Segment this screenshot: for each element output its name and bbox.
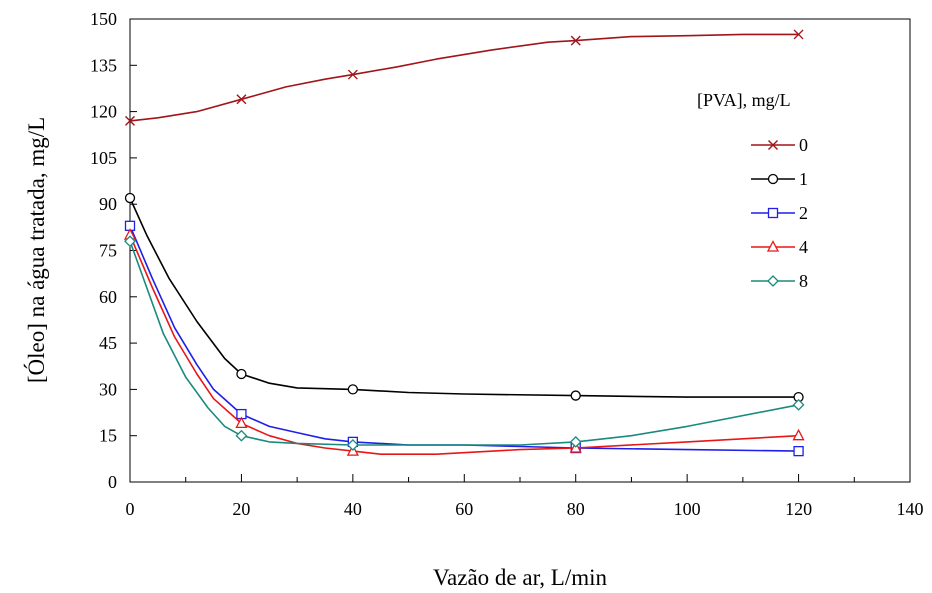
y-tick-label: 60 xyxy=(99,287,117,307)
data-point xyxy=(794,430,804,440)
legend-label: 0 xyxy=(799,135,808,155)
data-point xyxy=(126,194,135,203)
legend-item-1: 1 xyxy=(751,169,808,189)
legend-item-2: 2 xyxy=(751,203,808,223)
legend-marker xyxy=(769,209,778,218)
x-axis: 0 20 40 60 80 100 120 140 xyxy=(126,474,924,519)
x-tick-label: 100 xyxy=(674,499,701,519)
y-tick-label: 0 xyxy=(108,472,117,492)
series-0 xyxy=(126,30,804,125)
legend-label: 1 xyxy=(799,169,808,189)
legend-marker xyxy=(768,276,778,286)
legend-title: [PVA], mg/L xyxy=(697,90,791,110)
legend-label: 2 xyxy=(799,203,808,223)
y-tick-label: 45 xyxy=(99,333,117,353)
y-tick-label: 150 xyxy=(90,9,117,29)
series-line xyxy=(130,198,799,397)
x-tick-label: 120 xyxy=(785,499,812,519)
legend: [PVA], mg/L 0 1 2 4 8 xyxy=(697,90,808,291)
series-8 xyxy=(125,236,804,450)
plot-area xyxy=(130,19,910,482)
plot-border xyxy=(130,19,910,482)
data-point xyxy=(794,447,803,456)
legend-label: 8 xyxy=(799,271,808,291)
x-tick-label: 20 xyxy=(232,499,250,519)
y-tick-label: 15 xyxy=(99,426,117,446)
series-4 xyxy=(125,230,804,456)
legend-item-0: 0 xyxy=(751,135,808,155)
data-point xyxy=(348,385,357,394)
y-axis-title: [Óleo] na água tratada, mg/L xyxy=(23,117,49,383)
y-tick-label: 75 xyxy=(99,241,117,261)
series-line xyxy=(130,226,799,451)
legend-marker xyxy=(769,175,778,184)
data-point xyxy=(237,369,246,378)
y-tick-label: 90 xyxy=(99,194,117,214)
data-point xyxy=(571,391,580,400)
x-tick-label: 60 xyxy=(455,499,473,519)
legend-item-4: 4 xyxy=(751,237,808,257)
legend-label: 4 xyxy=(799,237,808,257)
x-tick-label: 40 xyxy=(344,499,362,519)
series-1 xyxy=(126,194,804,402)
data-point xyxy=(236,431,246,441)
series-2 xyxy=(126,221,804,455)
y-tick-label: 120 xyxy=(90,102,117,122)
x-tick-label: 140 xyxy=(897,499,924,519)
series-line xyxy=(130,235,799,454)
y-tick-label: 30 xyxy=(99,379,117,399)
data-point xyxy=(237,95,246,104)
x-tick-label: 0 xyxy=(126,499,135,519)
x-axis-title: Vazão de ar, L/min xyxy=(433,565,608,590)
y-tick-label: 105 xyxy=(90,148,117,168)
legend-item-8: 8 xyxy=(751,271,808,291)
data-point xyxy=(794,400,804,410)
x-tick-label: 80 xyxy=(567,499,585,519)
y-tick-label: 135 xyxy=(90,55,117,75)
